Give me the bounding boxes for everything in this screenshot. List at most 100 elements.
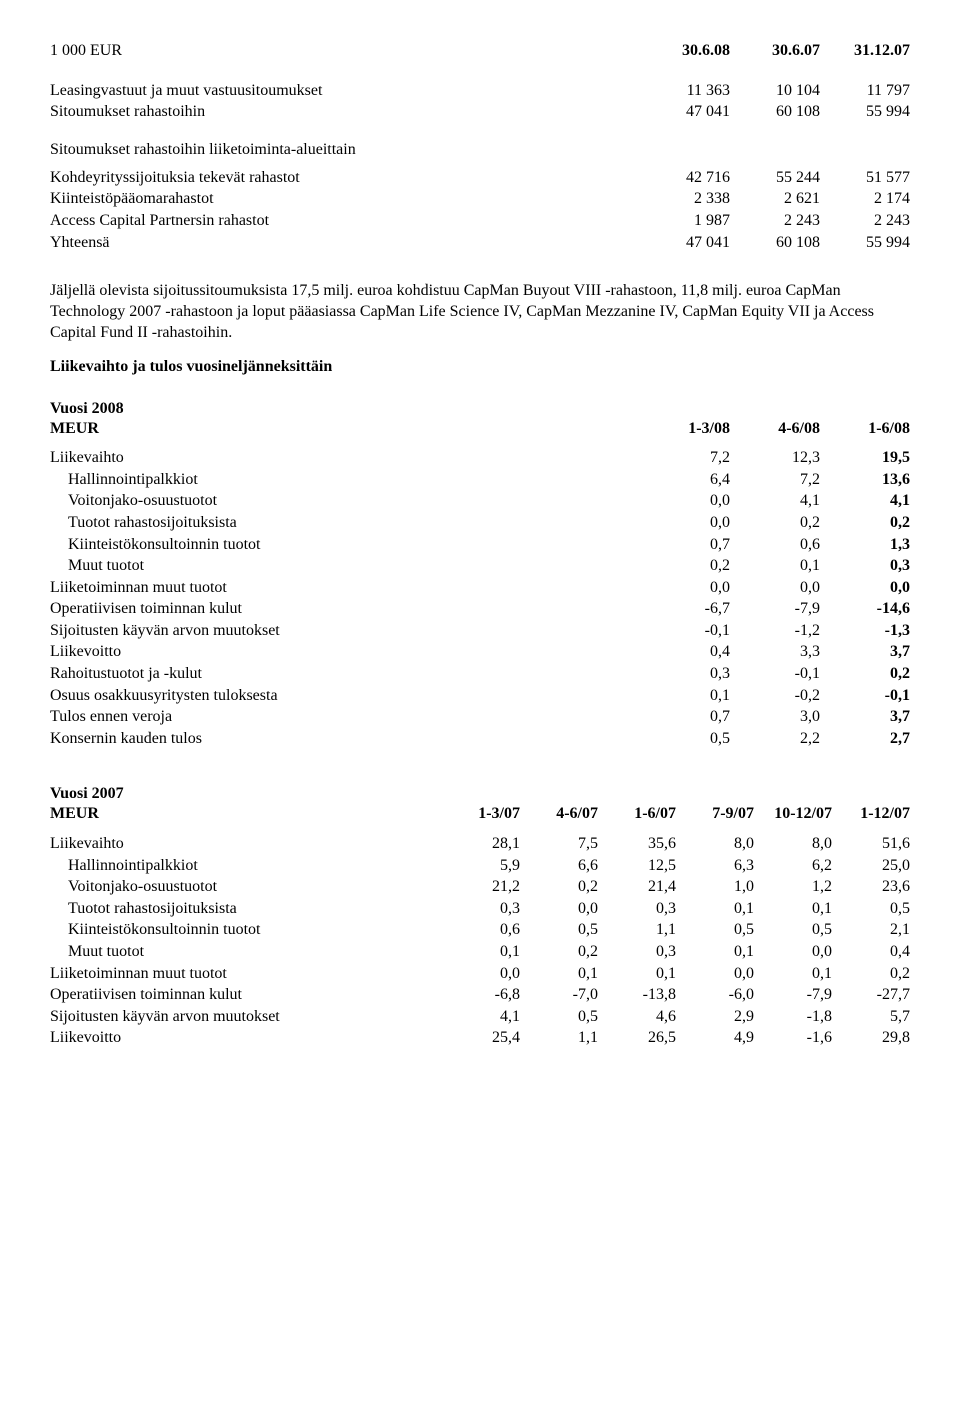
cell: 1,2 [754,876,832,898]
row-label: Liikevaihto [50,833,442,855]
row-label: Sitoumukset rahastoihin [50,101,640,123]
table-row: Liikevaihto7,212,319,5 [50,447,910,469]
cell: 3,0 [730,706,820,728]
cell: 8,0 [676,833,754,855]
cell: 0,7 [640,706,730,728]
row-label: Kiinteistökonsultoinnin tuotot [50,534,640,556]
y2007-col-5: 10-12/07 [754,803,832,825]
table-row: Tuotot rahastosijoituksista0,30,00,30,10… [50,898,910,920]
cell: -7,9 [730,598,820,620]
cell: 23,6 [832,876,910,898]
cell: 60 108 [730,232,820,254]
cell: 2,9 [676,1006,754,1028]
cell: -1,6 [754,1027,832,1049]
cell: -7,0 [520,984,598,1006]
table-header-dates: 1 000 EUR 30.6.08 30.6.07 31.12.07 [50,40,910,62]
cell: -1,8 [754,1006,832,1028]
y2008-header: MEUR 1-3/08 4-6/08 1-6/08 [50,418,910,440]
cell: 5,9 [442,855,520,877]
y2007-col-6: 1-12/07 [832,803,910,825]
cell: 12,5 [598,855,676,877]
table-row: Operatiivisen toiminnan kulut-6,8-7,0-13… [50,984,910,1006]
cell: 7,2 [730,469,820,491]
cell: 11 797 [820,80,910,102]
cell: 0,0 [754,941,832,963]
cell: 0,5 [754,919,832,941]
cell: 12,3 [730,447,820,469]
year-2007-title: Vuosi 2007 [50,785,910,803]
y2007-col-2: 4-6/07 [520,803,598,825]
row-label: Sijoitusten käyvän arvon muutokset [50,1006,442,1028]
cell: 0,1 [754,898,832,920]
cell: -27,7 [832,984,910,1006]
cell: 2 243 [730,210,820,232]
row-label: Tuotot rahastosijoituksista [50,898,442,920]
table-row: Liikevoitto0,43,33,7 [50,641,910,663]
table-row: Liiketoiminnan muut tuotot0,00,00,0 [50,577,910,599]
table-row: Tuotot rahastosijoituksista0,00,20,2 [50,512,910,534]
cell: 0,2 [520,876,598,898]
cell: 0,2 [640,555,730,577]
table-row: Liikevoitto25,41,126,54,9-1,629,8 [50,1027,910,1049]
row-label: Konsernin kauden tulos [50,728,640,750]
cell: 2,2 [730,728,820,750]
cell: 0,1 [640,685,730,707]
cell: 4,1 [730,490,820,512]
cell: -1,3 [820,620,910,642]
cell: 6,3 [676,855,754,877]
table-row: Operatiivisen toiminnan kulut-6,7-7,9-14… [50,598,910,620]
cell: -0,1 [820,685,910,707]
cell: 1,3 [820,534,910,556]
cell: 0,6 [442,919,520,941]
cell: 51 577 [820,167,910,189]
cell: 0,6 [730,534,820,556]
meur-label-2007: MEUR [50,803,442,825]
row-label: Operatiivisen toiminnan kulut [50,598,640,620]
cell: -6,8 [442,984,520,1006]
row-label: Voitonjako-osuustuotot [50,876,442,898]
cell: 0,3 [640,663,730,685]
cell: 0,0 [442,963,520,985]
cell: 13,6 [820,469,910,491]
cell: 0,1 [520,963,598,985]
cell: 10 104 [730,80,820,102]
cell: 1,0 [676,876,754,898]
cell: 0,4 [640,641,730,663]
row-label: Sijoitusten käyvän arvon muutokset [50,620,640,642]
meur-label: MEUR [50,418,640,440]
table-row: Leasingvastuut ja muut vastuusitoumukset… [50,80,910,102]
col-date-2: 30.6.07 [730,40,820,62]
cell: 1,1 [598,919,676,941]
table-row: Tulos ennen veroja0,73,03,7 [50,706,910,728]
table-row: Liiketoiminnan muut tuotot0,00,10,10,00,… [50,963,910,985]
cell: 8,0 [754,833,832,855]
col-date-1: 30.6.08 [640,40,730,62]
cell: 2,1 [832,919,910,941]
cell: 0,1 [754,963,832,985]
table-row: Hallinnointipalkkiot5,96,612,56,36,225,0 [50,855,910,877]
cell: 0,2 [832,963,910,985]
cell: 2 243 [820,210,910,232]
row-label: Operatiivisen toiminnan kulut [50,984,442,1006]
cell: 0,5 [832,898,910,920]
cell: 5,7 [832,1006,910,1028]
cell: 47 041 [640,101,730,123]
row-label: Liikevoitto [50,1027,442,1049]
table-row: Hallinnointipalkkiot6,47,213,6 [50,469,910,491]
cell: 28,1 [442,833,520,855]
cell: 4,1 [820,490,910,512]
cell: -1,2 [730,620,820,642]
cell: 0,5 [676,919,754,941]
row-label: Leasingvastuut ja muut vastuusitoumukset [50,80,640,102]
row-label: Osuus osakkuusyritysten tuloksesta [50,685,640,707]
cell: 60 108 [730,101,820,123]
cell: 55 244 [730,167,820,189]
row-label: Kiinteistökonsultoinnin tuotot [50,919,442,941]
row-label: Muut tuotot [50,941,442,963]
y2007-col-3: 1-6/07 [598,803,676,825]
cell: 2 621 [730,188,820,210]
cell: 0,3 [442,898,520,920]
cell: 7,5 [520,833,598,855]
table-row: Rahoitustuotot ja -kulut0,3-0,10,2 [50,663,910,685]
row-label: Liikevoitto [50,641,640,663]
